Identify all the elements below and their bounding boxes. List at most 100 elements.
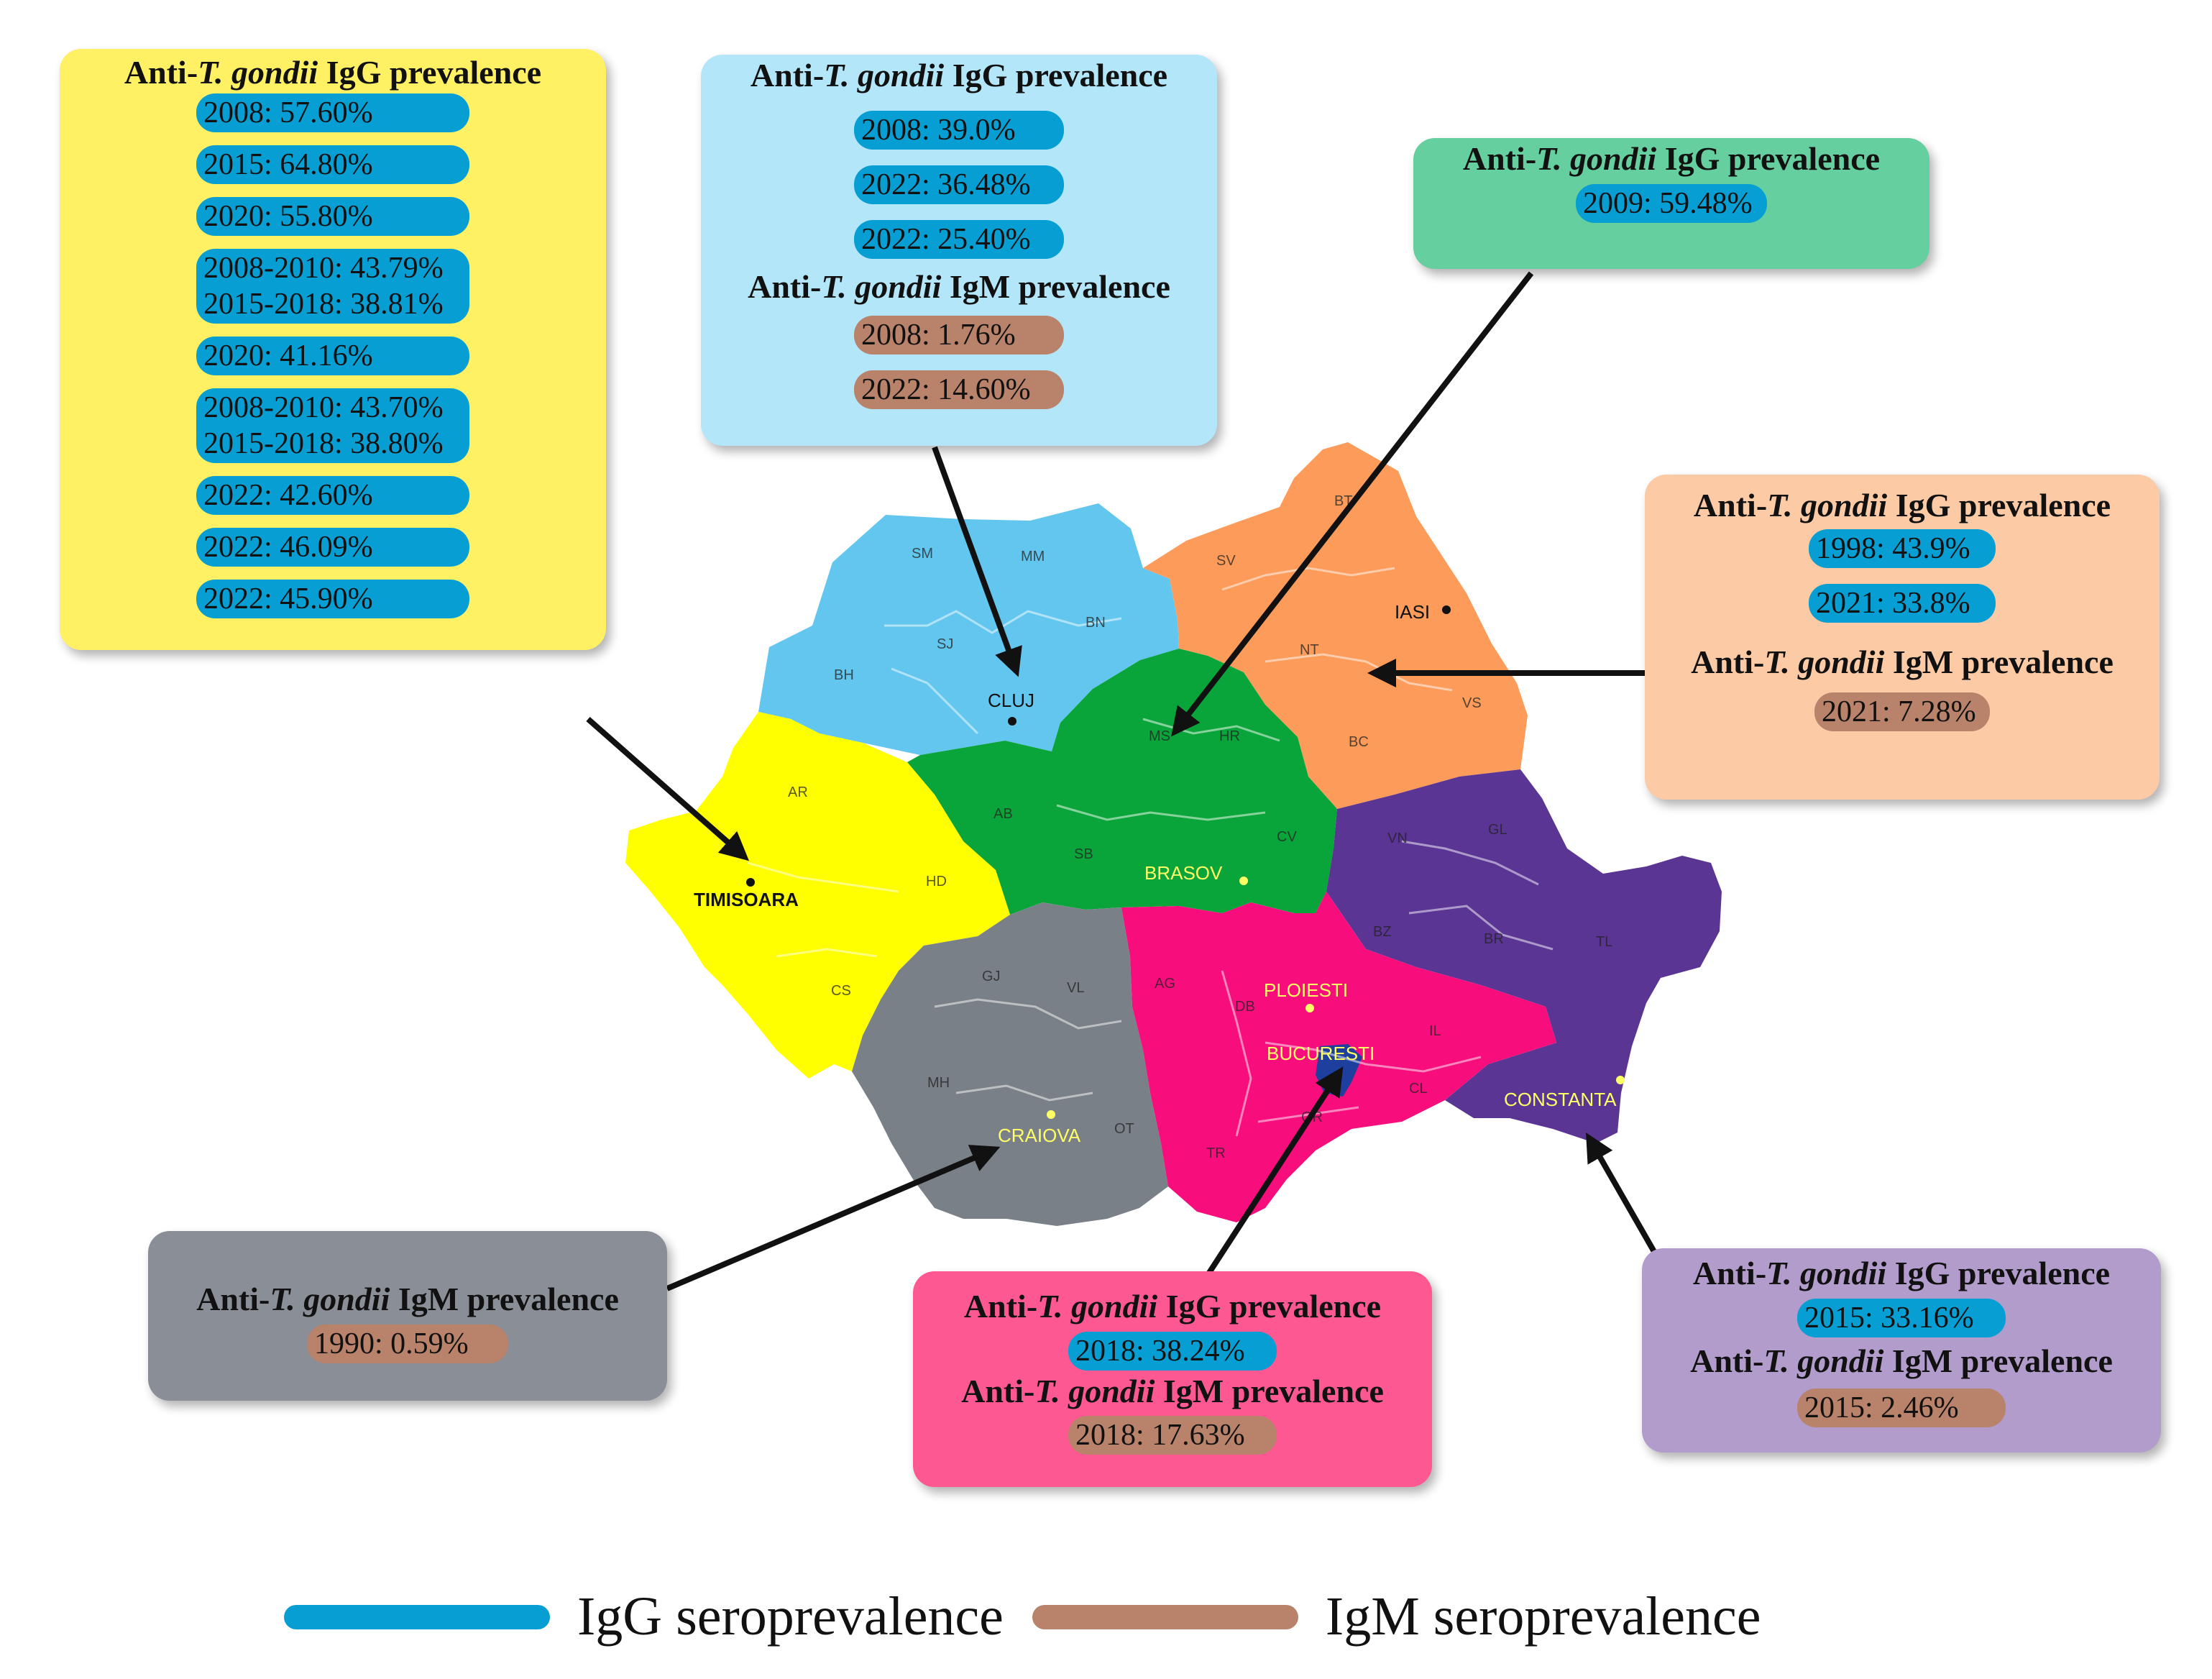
igg-list: 2015: 33.16% bbox=[1797, 1298, 2006, 1337]
box-west: Anti-T. gondii IgG prevalence 2008: 57.6… bbox=[60, 49, 606, 650]
code-cl: CL bbox=[1409, 1081, 1428, 1097]
igg-list: 2018: 38.24% bbox=[1068, 1331, 1277, 1371]
timisoara-dot bbox=[746, 878, 755, 887]
arrow-north-west bbox=[932, 446, 1022, 677]
arrow-south bbox=[1206, 1066, 1344, 1275]
city-ploiesti: PLOIESTI bbox=[1264, 979, 1348, 1001]
ploiesti-dot bbox=[1305, 1004, 1314, 1012]
header-igm: Anti-T. gondii IgM prevalence bbox=[196, 1281, 619, 1317]
arrow-south-east bbox=[1586, 1133, 1659, 1257]
igg-value-pill: 2020: 41.16% bbox=[196, 336, 469, 375]
igg-value-pill: 2018: 38.24% bbox=[1068, 1331, 1277, 1371]
box-south: Anti-T. gondii IgG prevalence 2018: 38.2… bbox=[913, 1271, 1432, 1487]
igg-value-pill: 2022: 42.60% bbox=[196, 475, 469, 515]
igm-value-pill: 2022: 14.60% bbox=[854, 370, 1064, 409]
code-mm: MM bbox=[1021, 549, 1045, 564]
box-south-east: Anti-T. gondii IgG prevalence 2015: 33.1… bbox=[1642, 1248, 2161, 1452]
code-br: BR bbox=[1484, 931, 1504, 947]
city-iasi: IASI bbox=[1395, 601, 1430, 623]
header-igg: Anti-T. gondii IgG prevalence bbox=[124, 54, 542, 91]
igg-value-pill: 2008: 39.0% bbox=[854, 110, 1064, 150]
code-ot: OT bbox=[1114, 1121, 1134, 1137]
code-tl: TL bbox=[1596, 934, 1612, 950]
code-ms: MS bbox=[1149, 728, 1170, 744]
code-hr: HR bbox=[1219, 728, 1240, 744]
code-bz: BZ bbox=[1373, 924, 1392, 940]
igm-value-pill: 2021: 7.28% bbox=[1814, 692, 1990, 731]
header-igm: Anti-T. gondii IgM prevalence bbox=[1690, 1342, 2113, 1379]
code-vn: VN bbox=[1387, 831, 1408, 846]
igg-value-pill: 2021: 33.8% bbox=[1809, 583, 1996, 623]
code-gl: GL bbox=[1488, 822, 1507, 838]
igm-list: 2008: 1.76% 2022: 14.60% bbox=[854, 316, 1064, 409]
city-cluj: CLUJ bbox=[988, 690, 1034, 711]
box-south-west: Anti-T. gondii IgM prevalence 1990: 0.59… bbox=[148, 1231, 667, 1401]
constanta-dot bbox=[1616, 1076, 1625, 1084]
region-south-west bbox=[852, 902, 1168, 1226]
region-north-east bbox=[1143, 442, 1528, 809]
legend-igg-label: IgG seroprevalence bbox=[577, 1586, 1004, 1647]
header-igg: Anti-T. gondii IgG prevalence bbox=[1692, 1255, 2111, 1291]
igm-list: 2015: 2.46% bbox=[1797, 1389, 2006, 1427]
code-bh: BH bbox=[834, 667, 854, 683]
code-gj: GJ bbox=[982, 969, 1001, 984]
code-vs: VS bbox=[1462, 695, 1482, 711]
brasov-dot bbox=[1239, 877, 1248, 885]
code-ar: AR bbox=[788, 784, 808, 800]
igg-list: 2008: 57.60% 2015: 64.80% 2020: 55.80% 2008… bbox=[196, 93, 469, 618]
code-bc: BC bbox=[1349, 734, 1369, 750]
igg-value-pill: 2009: 59.48% bbox=[1576, 183, 1767, 223]
igm-list: 2018: 17.63% bbox=[1068, 1416, 1277, 1455]
igg-value-pill: 2015: 64.80% bbox=[196, 145, 469, 184]
arrow-south-west bbox=[666, 1145, 1001, 1291]
arrow-centre bbox=[1171, 271, 1534, 737]
craiova-dot bbox=[1047, 1110, 1055, 1119]
header-igg: Anti-T. gondii IgG prevalence bbox=[963, 1288, 1382, 1325]
code-ag: AG bbox=[1155, 976, 1175, 992]
region-west bbox=[625, 712, 1010, 1079]
header-igm: Anti-T. gondii IgM prevalence bbox=[748, 267, 1170, 305]
region-centre bbox=[907, 649, 1337, 915]
igm-value-pill: 1990: 0.59% bbox=[307, 1324, 508, 1363]
code-hd: HD bbox=[926, 874, 947, 889]
code-sb: SB bbox=[1074, 846, 1093, 862]
code-il: IL bbox=[1429, 1023, 1441, 1039]
igg-list: 2008: 39.0% 2022: 36.48% 2022: 25.40% bbox=[854, 110, 1064, 259]
header-igg: Anti-T. gondii IgG prevalence bbox=[1462, 140, 1881, 177]
header-igm: Anti-T. gondii IgM prevalence bbox=[961, 1372, 1384, 1409]
box-centre: Anti-T. gondii IgG prevalence 2009: 59.4… bbox=[1413, 138, 1929, 269]
igg-value-pill: 2008-2010: 43.70% 2015-2018: 38.80% bbox=[196, 388, 469, 463]
igg-value-pill: 2008-2010: 43.79% 2015-2018: 38.81% bbox=[196, 248, 469, 324]
igg-value-pill: 2022: 36.48% bbox=[854, 165, 1064, 204]
code-nt: NT bbox=[1300, 642, 1319, 658]
igg-value-pill: 2008: 57.60% bbox=[196, 93, 469, 132]
box-north-west: Anti-T. gondii IgG prevalence 2008: 39.0… bbox=[701, 55, 1217, 446]
code-sj: SJ bbox=[937, 636, 953, 652]
igg-value-pill: 2022: 45.90% bbox=[196, 579, 469, 618]
city-brasov: BRASOV bbox=[1144, 862, 1223, 884]
legend-igg-swatch bbox=[284, 1604, 550, 1629]
igg-value-pill: 2022: 46.09% bbox=[196, 527, 469, 567]
igm-value-pill: 2008: 1.76% bbox=[854, 316, 1064, 354]
code-cs: CS bbox=[831, 983, 851, 999]
city-timisoara: TIMISOARA bbox=[694, 889, 799, 910]
region-codes: SM MM BN SJ BH MS HR AB SB CV BT SV NT V… bbox=[788, 493, 1612, 1161]
region-north-west bbox=[758, 503, 1179, 755]
legend: IgG seroprevalence IgM seroprevalence bbox=[284, 1586, 1761, 1648]
city-craiova: CRAIOVA bbox=[998, 1125, 1081, 1146]
header-igg: Anti-T. gondii IgG prevalence bbox=[1693, 487, 2111, 523]
code-mh: MH bbox=[927, 1075, 950, 1091]
city-constanta: CONSTANTA bbox=[1504, 1089, 1617, 1110]
igm-value-pill: 2018: 17.63% bbox=[1068, 1416, 1277, 1455]
igm-value-pill: 2015: 2.46% bbox=[1797, 1389, 2006, 1427]
city-bucuresti: BUCURESTI bbox=[1267, 1043, 1375, 1064]
igg-list: 1998: 43.9% 2021: 33.8% bbox=[1809, 529, 1996, 623]
igg-value-pill: 1998: 43.9% bbox=[1809, 529, 1996, 568]
county-borders bbox=[747, 567, 1554, 1137]
code-tr: TR bbox=[1206, 1145, 1226, 1161]
igg-value-pill: 2022: 25.40% bbox=[854, 219, 1064, 259]
igm-list: 2021: 7.28% bbox=[1814, 692, 1990, 731]
arrows bbox=[586, 271, 1659, 1291]
